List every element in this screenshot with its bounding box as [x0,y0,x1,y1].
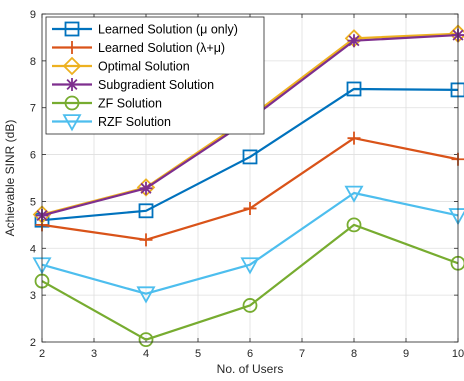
circle-marker [64,95,80,111]
y-tick-label: 3 [30,290,36,302]
asterisk-marker [65,78,79,91]
y-tick-label: 2 [30,337,36,349]
y-axis-label: Achievable SINR (dB) [3,120,17,237]
legend-box [45,16,265,135]
legend-label: RZF Solution [98,115,171,129]
y-tick-label: 8 [30,56,36,68]
legend-item: RZF Solution [52,114,171,132]
x-tick-label: 3 [91,348,97,360]
triangle-marker [344,185,364,203]
legend-item: Learned Solution (μ only) [52,21,238,37]
triangle-marker [136,286,156,304]
plus-marker [243,201,257,215]
circle-marker [242,298,258,313]
plus-marker [139,233,153,247]
series-line [41,87,459,222]
plus-marker [347,131,361,145]
asterisk-marker [139,181,153,195]
x-tick-label: 7 [299,348,305,360]
legend-label: Optimal Solution [98,60,190,74]
series-2 [35,131,464,247]
triangle-marker [62,114,82,132]
plot-frame [41,13,459,343]
x-tick-label: 8 [351,348,357,360]
asterisk-marker [347,34,361,48]
square-marker [346,81,362,97]
square-marker [64,21,80,37]
x-tick-label: 6 [247,348,253,360]
circle-marker [138,332,154,348]
x-tick-label: 5 [195,348,201,360]
y-tick-label: 5 [30,196,36,208]
circle-marker [346,217,362,233]
square-marker [242,149,258,165]
triangle-marker [240,257,260,275]
legend-item: Subgradient Solution [52,78,214,92]
y-tick-label: 9 [30,9,36,21]
legend-item: Optimal Solution [52,56,190,76]
x-axis-ticks: 2 3 4 5 6 7 8 9 10 [39,14,464,360]
y-tick-label: 4 [30,243,36,255]
x-tick-label: 10 [452,348,464,360]
x-tick-label: 9 [403,348,409,360]
legend: Learned Solution (μ only) Learned Solutio… [45,16,265,135]
series-line [41,191,459,295]
square-marker [138,203,154,219]
legend-label: Subgradient Solution [98,78,214,92]
y-tick-label: 6 [30,150,36,162]
x-tick-label: 2 [39,348,45,360]
diamond-marker [62,56,82,76]
y-tick-label: 7 [30,103,36,115]
legend-label: Learned Solution (μ only) [98,23,238,37]
legend-label: ZF Solution [98,97,162,111]
legend-item: Learned Solution (λ+μ) [52,41,225,55]
x-tick-label: 4 [143,348,149,360]
x-axis-label: No. of Users [217,362,284,376]
legend-item: ZF Solution [52,95,162,111]
plus-marker [65,41,79,54]
legend-label: Learned Solution (λ+μ) [98,41,225,55]
series-line [41,223,459,341]
